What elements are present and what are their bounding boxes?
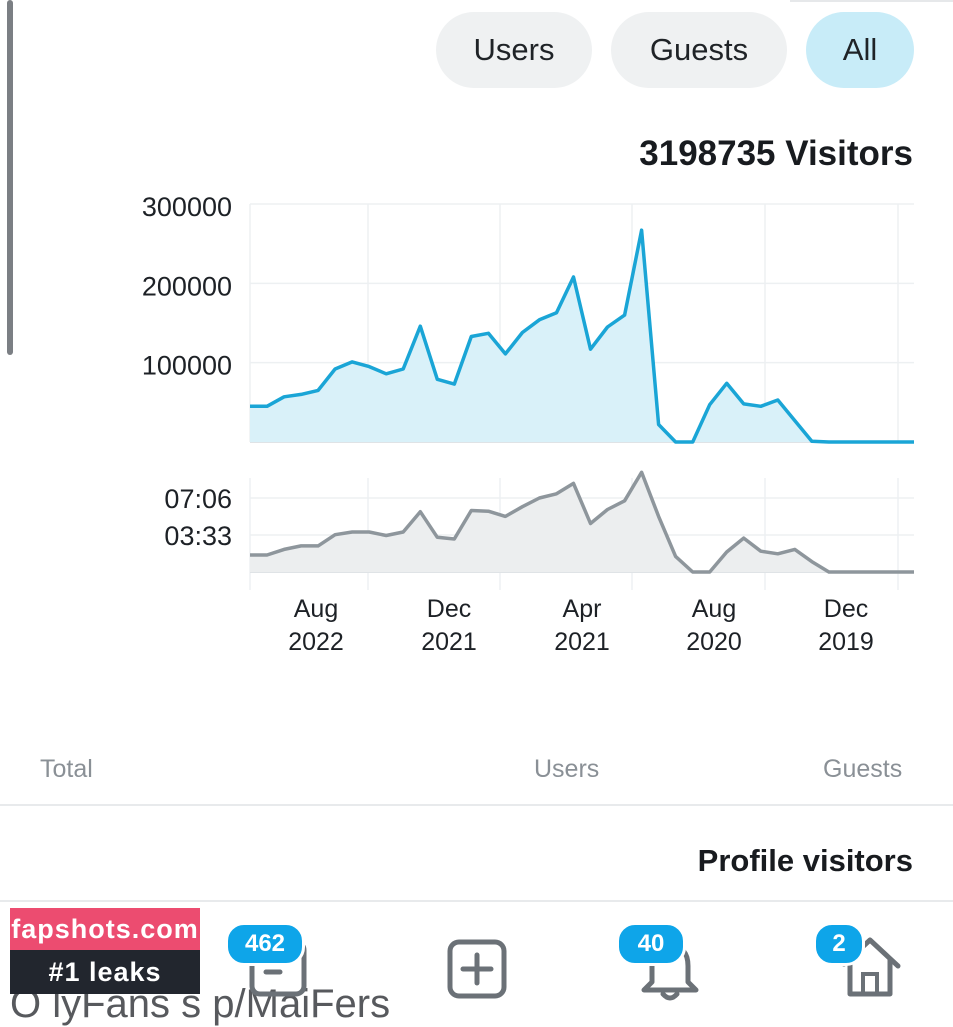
visitors-total-title: 3198735 Visitors [639, 134, 913, 173]
xtick-month-1: Dec [427, 595, 471, 623]
tab-add-post[interactable] [438, 930, 516, 1008]
top-chart-ytick-0: 300000 [142, 192, 232, 222]
plus-square-icon [447, 939, 507, 999]
legend-total[interactable]: Total [40, 755, 93, 783]
xtick-year-1: 2021 [421, 628, 477, 656]
xtick-month-0: Aug [294, 595, 338, 623]
xtick-year-0: 2022 [288, 628, 344, 656]
filter-guests-button[interactable]: Guests [611, 12, 787, 88]
xtick-year-3: 2020 [686, 628, 742, 656]
filter-users-button[interactable]: Users [436, 12, 592, 88]
bottom-chart-ytick-0: 07:06 [164, 484, 232, 514]
filter-all-label: All [842, 32, 878, 67]
section-divider [0, 804, 953, 806]
notifications-badge: 40 [616, 922, 686, 966]
messages-badge: 462 [225, 922, 305, 966]
filter-users-label: Users [473, 32, 555, 67]
top-edge-line [790, 0, 953, 2]
filter-all-button[interactable]: All [806, 12, 914, 88]
watermark-tagline: #1 leaks [10, 950, 200, 994]
legend-guests[interactable]: Guests [823, 755, 903, 783]
xtick-month-2: Apr [563, 595, 602, 623]
profile-visitors-title: Profile visitors [697, 843, 913, 878]
visitors-chart: 300000 200000 100000 07:06 03:33 Aug 2022 Dec 20… [142, 192, 914, 656]
visitors-area [250, 230, 914, 442]
visitors-line [250, 228, 914, 444]
xtick-month-3: Aug [692, 595, 736, 623]
top-chart-ytick-2: 100000 [142, 351, 232, 381]
bottom-chart-ytick-1: 03:33 [164, 521, 232, 551]
xtick-year-2: 2021 [554, 628, 610, 656]
watermark-site: fapshots.com [10, 908, 200, 950]
legend-users[interactable]: Users [534, 755, 600, 783]
filter-guests-label: Guests [649, 32, 749, 67]
home-badge: 2 [813, 922, 865, 966]
xtick-year-4: 2019 [818, 628, 874, 656]
duration-line [250, 470, 914, 574]
scroll-indicator[interactable] [7, 0, 13, 355]
duration-area [250, 472, 914, 572]
xtick-month-4: Dec [824, 595, 868, 623]
top-chart-ytick-1: 200000 [142, 271, 232, 301]
